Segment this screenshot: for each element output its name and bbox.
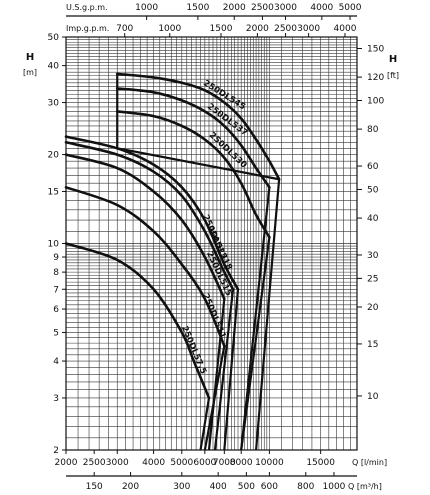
x-bottom2-tick-label: 800	[297, 482, 314, 492]
y-right-tick-label: 60	[367, 162, 379, 172]
x-top2-tick-label: 4000	[334, 24, 357, 34]
curve-drop-line	[223, 289, 240, 451]
y-left-tick-label: 2	[53, 446, 59, 456]
x-top2-axis-label: Imp.g.p.m.	[66, 24, 109, 33]
curve-250dl515	[64, 153, 226, 301]
x-top1-tick-label: 1000	[135, 3, 158, 13]
y-right-tick-label: 10	[367, 392, 379, 402]
curve-250dl57-5	[64, 242, 211, 400]
y-right-tick-label: 20	[367, 303, 379, 313]
curve-250dl545	[115, 72, 281, 181]
x-bottom-tick-label: 4000	[142, 458, 165, 468]
curve-drop-line	[240, 237, 271, 451]
x-bottom2-axis-label: Q [m³/h]	[348, 482, 382, 491]
x-bottom2-tick-label: 150	[86, 482, 103, 492]
y-right-tick-label: 120	[367, 73, 384, 83]
y-left-tick-label: 4	[53, 357, 59, 367]
y-left-tick-label: 20	[48, 151, 60, 161]
x-top1-tick-label: 4000	[310, 3, 333, 13]
curve-drop-line	[203, 345, 226, 451]
curve-250dl530	[115, 110, 271, 239]
y-right-tick-label: 80	[367, 125, 379, 135]
y-left-tick-label: 5	[53, 328, 59, 338]
y-left-tick-label: 40	[48, 62, 60, 72]
x-top2-tick-label: 3000	[297, 24, 320, 34]
x-bottom-tick-label: 3000	[106, 458, 129, 468]
x-top1-tick-label: 1500	[186, 3, 209, 13]
y-left-axis-label: H	[26, 52, 34, 63]
x-top1-axis-label: U.S.g.p.m.	[66, 3, 108, 12]
y-left-tick-label: 8	[53, 268, 59, 278]
pump-curves	[64, 72, 281, 451]
y-left-tick-label: 3	[53, 394, 59, 404]
x-bottom2-tick-label: 200	[122, 482, 139, 492]
y-left-tick-label: 9	[53, 253, 59, 263]
x-bottom-tick-label: 15000	[306, 458, 335, 468]
x-bottom-tick-label: 5000	[170, 458, 193, 468]
curve-drop-line	[207, 298, 226, 451]
y-right-axis-unit: [ft]	[387, 71, 399, 80]
y-right-tick-label: 15	[367, 340, 378, 350]
x-top1-tick-label: 2000	[223, 3, 246, 13]
y-right-tick-label: 150	[367, 44, 384, 54]
x-top2-tick-label: 700	[116, 24, 133, 34]
curve-250dl518	[64, 141, 235, 291]
y-right-tick-label: 25	[367, 274, 378, 284]
y-right-tick-label: 40	[367, 214, 379, 224]
x-bottom-tick-label: 7000	[213, 458, 236, 468]
y-left-tick-label: 7	[53, 285, 59, 295]
y-left-tick-label: 15	[48, 187, 59, 197]
operating-envelope-top	[116, 73, 280, 181]
curve-250dl537	[115, 87, 271, 189]
x-top1-tick-label: 5000	[339, 3, 362, 13]
y-right-tick-label: 30	[367, 251, 379, 261]
curve-labels: 250DL545250DL537250DL530250DL522250DL518…	[179, 78, 250, 375]
axis-labels: 2 3 4 5 6 7 8 9 10 15 20 30 40 50 H [m] 10 15 20 25 30 40 50 60…	[23, 3, 399, 492]
y-left-tick-label: 50	[48, 33, 60, 43]
x-bottom2-tick-label: 1000	[323, 482, 346, 492]
x-bottom-axis-label: Q [l/min]	[352, 458, 387, 467]
x-top2-tick-label: 1500	[210, 24, 233, 34]
x-top2-tick-label: 2000	[246, 24, 269, 34]
x-top2-tick-label: 1000	[158, 24, 181, 34]
y-left-tick-label: 6	[53, 305, 59, 315]
y-right-axis-label: H	[389, 54, 397, 65]
x-bottom2-tick-label: 600	[261, 482, 278, 492]
y-left-tick-label: 10	[48, 240, 60, 250]
y-right-tick-label: 50	[367, 185, 379, 195]
x-bottom-tick-label: 2000	[55, 458, 78, 468]
x-bottom-tick-label: 2500	[83, 458, 106, 468]
y-right-tick-label: 100	[367, 97, 384, 107]
curve-drop-line	[213, 289, 235, 451]
y-left-axis-unit: [m]	[23, 68, 37, 77]
x-bottom2-tick-label: 400	[210, 482, 227, 492]
x-bottom2-tick-label: 500	[238, 482, 255, 492]
curve-250dl511	[64, 186, 226, 348]
curve-drop-line	[199, 397, 211, 451]
x-top1-tick-label: 2500	[251, 3, 274, 13]
x-bottom-tick-label: 6000	[193, 458, 216, 468]
x-bottom-tick-label: 8000	[230, 458, 253, 468]
x-top1-tick-label: 3000	[274, 3, 297, 13]
y-left-tick-label: 30	[48, 99, 60, 109]
x-bottom-tick-label: 10000	[255, 458, 284, 468]
x-bottom2-tick-label: 300	[173, 482, 190, 492]
curve-drop-line	[254, 179, 281, 451]
x-top2-tick-label: 2500	[274, 24, 297, 34]
axes	[62, 15, 362, 477]
